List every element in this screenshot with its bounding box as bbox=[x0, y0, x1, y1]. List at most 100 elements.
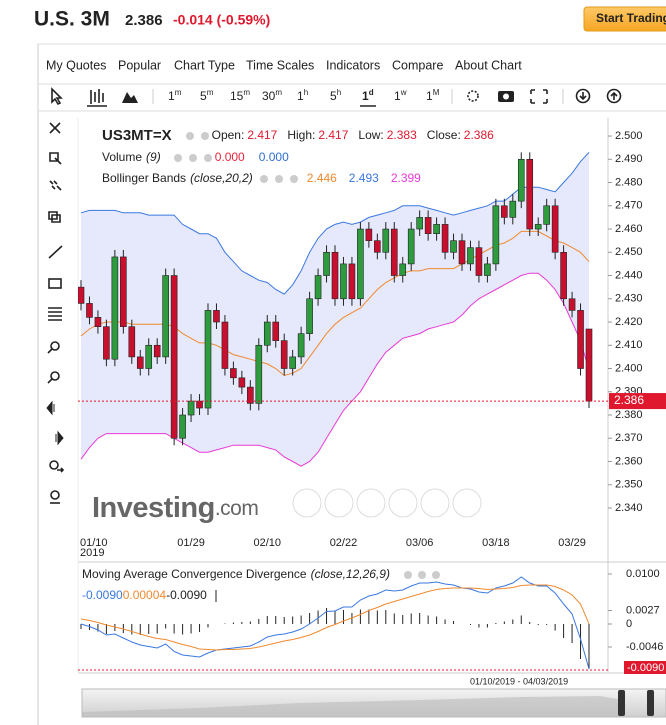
candles-icon[interactable] bbox=[90, 89, 104, 104]
time-scale-unit: m bbox=[275, 88, 282, 97]
tool-scroll-left[interactable] bbox=[46, 400, 55, 416]
upload-icon[interactable] bbox=[606, 88, 622, 104]
drawing-tools bbox=[46, 122, 65, 504]
time-scale[interactable]: 1M bbox=[426, 88, 440, 103]
y-tick-label: 0.0100 bbox=[626, 568, 660, 580]
start-trading-button[interactable] bbox=[583, 6, 666, 32]
legend-icon[interactable] bbox=[432, 571, 440, 579]
candle-body bbox=[314, 275, 322, 300]
pan-button[interactable] bbox=[452, 488, 482, 518]
candle-body bbox=[179, 414, 186, 439]
pan-button[interactable] bbox=[388, 488, 418, 518]
legend-row: Volume (9) 0.000 0.000 bbox=[102, 150, 289, 164]
menu-item[interactable]: Compare bbox=[392, 58, 443, 72]
legend-icon[interactable] bbox=[186, 132, 194, 140]
y-tick-label: 2.450 bbox=[615, 246, 643, 258]
tool-fib[interactable] bbox=[48, 307, 62, 321]
legend-icon[interactable] bbox=[201, 132, 209, 140]
tool-rect[interactable] bbox=[48, 278, 62, 289]
time-scale-number: 1 bbox=[362, 89, 369, 103]
legend-label: Volume bbox=[102, 150, 142, 164]
pan-button[interactable] bbox=[324, 488, 354, 518]
menu-item[interactable]: Popular bbox=[118, 58, 161, 72]
pan-button[interactable] bbox=[420, 488, 450, 518]
legend-value: 0.000 bbox=[259, 150, 289, 164]
candle-body bbox=[407, 228, 415, 265]
candle-body bbox=[484, 263, 491, 276]
tool-copy[interactable] bbox=[48, 211, 61, 223]
time-scale-unit: m bbox=[175, 88, 182, 97]
legend-icon[interactable] bbox=[290, 175, 298, 183]
price-panel bbox=[78, 151, 608, 467]
watermark: Investing.com bbox=[92, 492, 258, 524]
tool-zoom-out[interactable] bbox=[50, 371, 60, 381]
menu-item[interactable]: Indicators bbox=[326, 58, 380, 72]
navigator-handle[interactable] bbox=[618, 690, 625, 716]
candle-body bbox=[103, 326, 110, 360]
legend-icon[interactable] bbox=[189, 154, 197, 162]
settings-icon[interactable] bbox=[467, 90, 479, 102]
pan-button[interactable] bbox=[356, 488, 386, 518]
legend-value: 2.417 bbox=[318, 128, 348, 142]
candle-body bbox=[145, 344, 153, 369]
legend-params: (9) bbox=[146, 150, 161, 164]
time-scale[interactable]: 15m bbox=[230, 88, 250, 103]
y-tick-label: -0.0046 bbox=[626, 641, 663, 653]
tool-line[interactable] bbox=[48, 245, 63, 259]
legend-icon[interactable] bbox=[204, 154, 212, 162]
y-tick-label: 2.500 bbox=[615, 130, 643, 142]
time-scale[interactable]: 1m bbox=[168, 88, 182, 103]
time-scale[interactable]: 1h bbox=[297, 88, 308, 103]
time-scale[interactable]: 1w bbox=[394, 88, 407, 103]
pan-button[interactable] bbox=[292, 488, 322, 518]
tool-magnet[interactable] bbox=[49, 460, 59, 470]
y-tick-label: 2.360 bbox=[615, 455, 643, 467]
download-icon[interactable] bbox=[575, 88, 591, 104]
legend-icon[interactable] bbox=[404, 571, 412, 579]
menu-item[interactable]: About Chart bbox=[455, 58, 522, 72]
legend-icon[interactable] bbox=[174, 154, 182, 162]
tool-scroll-right[interactable] bbox=[55, 430, 64, 446]
time-scale[interactable]: 30m bbox=[262, 88, 282, 103]
tool-zoom-in[interactable] bbox=[50, 341, 60, 351]
area-icon[interactable] bbox=[122, 92, 138, 103]
y-tick-label: 2.480 bbox=[615, 176, 643, 188]
candle-body bbox=[297, 333, 305, 358]
time-scale-number: 5 bbox=[330, 89, 337, 103]
candle-body bbox=[475, 247, 483, 276]
menu-item[interactable]: Chart Type bbox=[174, 58, 235, 72]
tool-select[interactable] bbox=[49, 152, 62, 165]
candle-body bbox=[94, 317, 102, 327]
menu-item[interactable]: My Quotes bbox=[46, 58, 106, 72]
cursor-icon[interactable] bbox=[51, 87, 63, 106]
fullscreen-icon[interactable] bbox=[530, 89, 548, 104]
menu-bar: My Quotes Popular Chart Type Time Scales Ind… bbox=[46, 58, 522, 72]
y-tick-label: 2.400 bbox=[615, 362, 643, 374]
date-range: 01/10/2019 - 04/03/2019 bbox=[470, 676, 568, 686]
last-price-label: 2.386 bbox=[614, 393, 644, 407]
time-scale[interactable]: 5h bbox=[330, 88, 341, 103]
navigator-preview bbox=[82, 696, 622, 717]
watermark-brand: Investing bbox=[92, 492, 215, 524]
legend-icon[interactable] bbox=[418, 571, 426, 579]
x-tick-label: 02/22 bbox=[330, 537, 358, 549]
tool-multi[interactable] bbox=[49, 180, 62, 191]
legend-icon[interactable] bbox=[260, 175, 268, 183]
button-label[interactable]: Start Trading bbox=[596, 11, 666, 25]
last-value-tag bbox=[624, 661, 666, 674]
tool-delete[interactable] bbox=[49, 122, 61, 134]
candle-body bbox=[390, 228, 398, 276]
time-scale-number: 5 bbox=[200, 89, 207, 103]
tool-reset[interactable] bbox=[50, 490, 60, 500]
navigator-handle[interactable] bbox=[647, 690, 654, 716]
legend-icon[interactable] bbox=[275, 175, 283, 183]
time-scale[interactable]: 5m bbox=[200, 88, 214, 103]
candle-body bbox=[289, 356, 296, 369]
candle-body bbox=[348, 263, 356, 300]
candle-body bbox=[433, 224, 440, 234]
y-tick-label: 0.0027 bbox=[626, 604, 660, 616]
time-scale[interactable]: 1d bbox=[362, 88, 374, 103]
menu-item[interactable]: Time Scales bbox=[246, 58, 314, 72]
candle-body bbox=[492, 205, 500, 265]
time-scale-number: 1 bbox=[168, 89, 175, 103]
